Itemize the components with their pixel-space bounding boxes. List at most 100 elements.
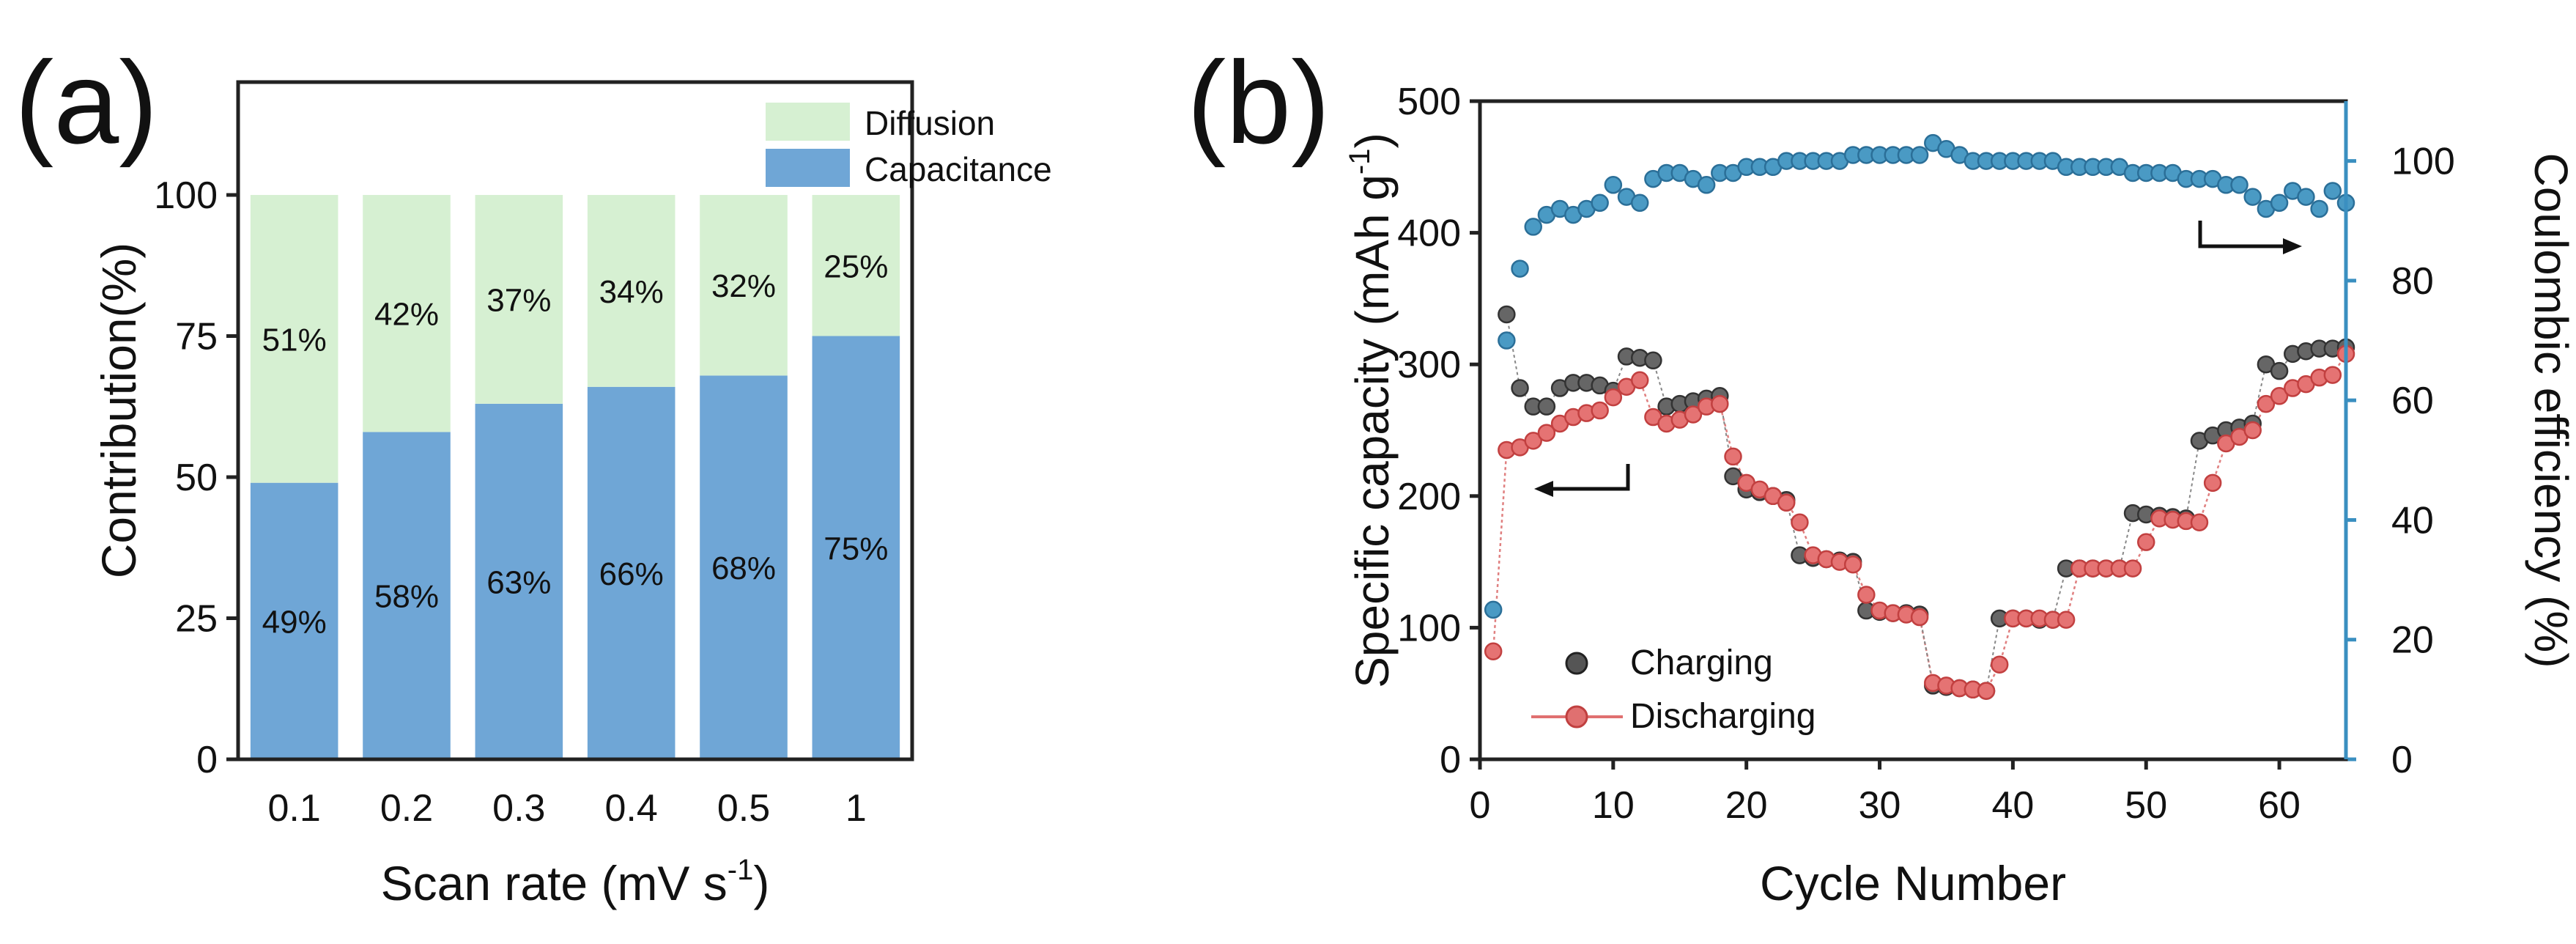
y-tick-label: 200 bbox=[1397, 476, 1461, 518]
charging-point bbox=[1644, 351, 1662, 370]
y-tick-label: 100 bbox=[154, 174, 218, 217]
x-tick-label: 10 bbox=[1592, 784, 1635, 827]
y-tick-label: 500 bbox=[1397, 81, 1461, 123]
x-tick-label: 0 bbox=[1470, 784, 1491, 827]
bar-capacitance bbox=[587, 386, 676, 759]
discharging-point bbox=[2257, 394, 2276, 413]
discharging-point bbox=[2323, 366, 2342, 384]
coulombic-efficiency-point bbox=[1910, 146, 1929, 164]
panel-b-ylabel-end: ) bbox=[1346, 133, 1399, 148]
coulombic-efficiency-point bbox=[2323, 182, 2342, 200]
charging-point bbox=[2270, 361, 2289, 380]
panel-a-ylabel: Contribution(%) bbox=[92, 243, 146, 579]
data-label-diffusion: 42% bbox=[374, 297, 439, 333]
right-axis-arrow-head bbox=[2283, 238, 2302, 254]
coulombic-efficiency-point bbox=[1484, 600, 1503, 619]
bar-capacitance bbox=[812, 336, 900, 759]
legend-charging-marker bbox=[1565, 652, 1588, 675]
legend-discharging-marker bbox=[1565, 705, 1588, 729]
panel-b-label: (b) bbox=[1187, 37, 1330, 168]
bar-capacitance bbox=[700, 375, 788, 759]
x-tick-label: 0.2 bbox=[380, 787, 433, 830]
panel-b-axes: 0 10 20 30 40 50 60 0 100 200 300 400 500 0 20 40 60 80 10… bbox=[1397, 81, 2455, 827]
x-tick-label: 0.5 bbox=[717, 787, 770, 830]
panel-a-plot-frame bbox=[236, 80, 914, 762]
x-tick-label: 0.1 bbox=[268, 787, 321, 830]
y2-tick-label: 40 bbox=[2391, 499, 2434, 542]
discharging-point bbox=[1724, 447, 1742, 466]
discharging-point bbox=[2057, 611, 2076, 629]
y2-tick-label: 20 bbox=[2391, 619, 2434, 662]
panel-a-xlabel-sup: -1 bbox=[728, 854, 754, 886]
bar-capacitance bbox=[250, 482, 338, 759]
data-label-capacitance: 66% bbox=[599, 556, 664, 592]
coulombic-efficiency-point bbox=[2270, 193, 2289, 213]
discharging-point bbox=[2123, 559, 2142, 578]
left-axis-arrow-line bbox=[1539, 464, 1630, 491]
discharging-point bbox=[1910, 608, 1929, 627]
panel-b-ylabel: Specific capacity (mAh g-1) bbox=[1344, 133, 1399, 688]
left-axis-arrow-head bbox=[1534, 481, 1553, 497]
coulombic-efficiency-point bbox=[2243, 188, 2262, 206]
y2-tick-label: 80 bbox=[2391, 260, 2434, 303]
discharging-point bbox=[1777, 493, 1796, 512]
coulombic-efficiency-point bbox=[2297, 188, 2315, 206]
charging-line bbox=[1506, 314, 2347, 692]
y2-tick-label: 100 bbox=[2391, 141, 2455, 183]
bar-diffusion bbox=[587, 195, 676, 387]
discharging-point bbox=[1630, 371, 1649, 390]
discharging-point bbox=[1684, 405, 1703, 424]
discharging-point bbox=[2243, 421, 2262, 440]
discharging-point bbox=[2270, 387, 2289, 405]
panel-a-axes: 0.1 0.2 0.3 0.4 0.5 1 0 25 50 75 100 bbox=[154, 174, 867, 830]
legend-diffusion-label: Diffusion bbox=[865, 104, 995, 142]
panel-b-points bbox=[1484, 133, 2355, 700]
legend-capacitance-swatch bbox=[766, 149, 850, 187]
panel-b-y2label: Coulombic efficiency (%) bbox=[2525, 152, 2576, 668]
legend-capacitance-label: Capacitance bbox=[865, 150, 1052, 188]
y-tick-label: 75 bbox=[175, 316, 218, 358]
legend-diffusion-swatch bbox=[766, 103, 850, 141]
charging-point bbox=[1511, 379, 1529, 397]
x-tick-label: 50 bbox=[2125, 784, 2167, 827]
panel-a-xlabel-end: ) bbox=[753, 856, 769, 910]
data-label-diffusion: 51% bbox=[262, 322, 327, 358]
legend-discharging-label: Discharging bbox=[1630, 697, 1816, 736]
panel-b-ylabel-sup: -1 bbox=[1344, 149, 1376, 175]
panel-a-xlabel-main: Scan rate (mV s bbox=[381, 856, 728, 910]
panel-b-xlabel: Cycle Number bbox=[1760, 856, 2066, 910]
discharging-point bbox=[1990, 655, 2009, 674]
bar-diffusion bbox=[363, 195, 451, 432]
bar-capacitance bbox=[363, 432, 451, 759]
panel-a-label: (a) bbox=[15, 37, 158, 168]
coulombic-efficiency-point bbox=[1591, 193, 1609, 213]
panel-a-bars: 49% 51% 58% 42% 63% 37% 66% 34% 68% 32% 75% 25% bbox=[250, 195, 900, 759]
x-tick-label: 0.4 bbox=[605, 787, 658, 830]
y-tick-label: 50 bbox=[175, 457, 218, 499]
discharging-point bbox=[2203, 473, 2222, 493]
x-tick-label: 20 bbox=[1725, 784, 1768, 827]
bar-capacitance bbox=[475, 403, 563, 759]
data-label-diffusion: 34% bbox=[599, 274, 664, 310]
discharging-point bbox=[1524, 432, 1542, 450]
y-tick-label: 0 bbox=[196, 739, 218, 781]
y2-tick-label: 60 bbox=[2391, 380, 2434, 422]
coulombic-efficiency-point bbox=[1630, 193, 1649, 213]
data-label-capacitance: 63% bbox=[486, 564, 551, 600]
data-label-diffusion: 25% bbox=[823, 248, 888, 284]
x-tick-label: 60 bbox=[2258, 784, 2301, 827]
y-tick-label: 300 bbox=[1397, 344, 1461, 386]
panel-a-legend: Diffusion Capacitance bbox=[766, 103, 1052, 188]
x-tick-label: 0.3 bbox=[492, 787, 545, 830]
coulombic-efficiency-point bbox=[1604, 176, 1623, 194]
y-tick-label: 25 bbox=[175, 598, 218, 641]
discharging-point bbox=[1843, 555, 1862, 574]
x-tick-label: 1 bbox=[845, 787, 867, 830]
bar-diffusion bbox=[475, 195, 563, 404]
coulombic-efficiency-point bbox=[1511, 259, 1529, 278]
coulombic-efficiency-point bbox=[2230, 176, 2249, 194]
data-label-capacitance: 49% bbox=[262, 604, 327, 640]
bar-diffusion bbox=[812, 195, 900, 336]
discharging-point bbox=[1977, 682, 1996, 700]
